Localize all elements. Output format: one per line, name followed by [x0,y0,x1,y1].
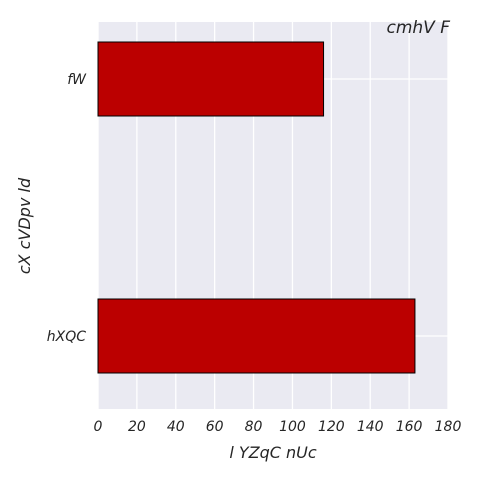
bars [97,41,416,374]
x-tick-label: 180 [435,419,462,435]
x-tick-label: 80 [245,419,263,435]
y-tick-label: hXQC [47,329,86,345]
y-tick-labels: fW hXQC [47,72,87,345]
x-tick-labels: 0 20 40 60 80 100 120 140 160 180 [94,419,462,435]
x-tick-label: 40 [167,419,185,435]
bar-fW [97,41,325,117]
x-tick-label: 120 [318,419,345,435]
x-tick-label: 160 [396,419,423,435]
x-axis-title: l YZqC nUc [229,443,317,462]
y-axis-title: cX cVDpv ld [15,177,34,274]
x-tick-label: 0 [94,419,103,435]
x-tick-label: 60 [206,419,224,435]
y-tick-label: fW [67,72,87,88]
x-tick-label: 140 [357,419,384,435]
x-tick-label: 20 [128,419,146,435]
bar-hXQC [97,298,416,374]
chart-title: cmhV F [387,18,451,38]
x-tick-label: 100 [279,419,306,435]
